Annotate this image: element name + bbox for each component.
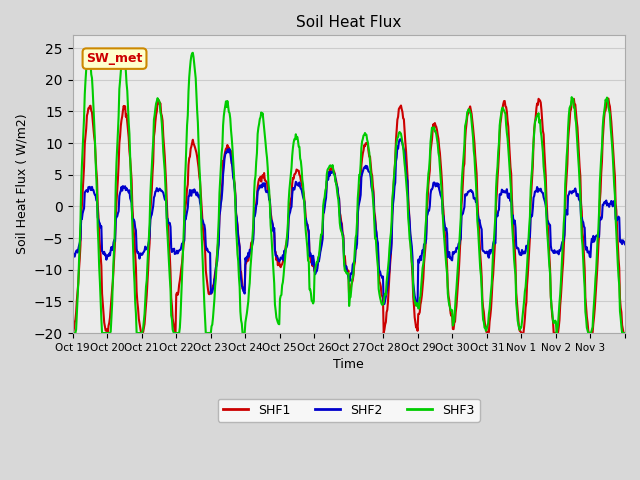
X-axis label: Time: Time [333, 358, 364, 372]
SHF3 [120, 49, 127, 55]
SHF1 [134, 299, 141, 305]
SHF1 [438, 169, 445, 175]
SHF1 [68, 329, 76, 335]
SHF2 [396, 136, 404, 142]
Text: SW_met: SW_met [86, 52, 143, 65]
SHF2 [438, 197, 446, 203]
SHF3 [236, 284, 243, 290]
SHF3 [263, 155, 271, 161]
SHF2 [235, 239, 243, 245]
SHF2 [134, 250, 141, 255]
Line: SHF3: SHF3 [72, 52, 625, 333]
SHF1 [138, 330, 145, 336]
SHF3 [438, 185, 445, 191]
SHF1 [263, 180, 271, 185]
SHF3 [68, 330, 76, 336]
SHF3 [621, 330, 629, 336]
SHF3 [134, 330, 142, 336]
SHF2 [262, 189, 270, 195]
SHF1 [605, 96, 612, 101]
Title: Soil Heat Flux: Soil Heat Flux [296, 15, 401, 30]
SHF1 [236, 245, 243, 251]
SHF2 [413, 303, 421, 309]
SHF1 [406, 235, 414, 241]
SHF3 [406, 241, 414, 247]
Line: SHF2: SHF2 [72, 139, 625, 306]
SHF2 [621, 241, 629, 247]
SHF1 [621, 330, 629, 336]
Y-axis label: Soil Heat Flux ( W/m2): Soil Heat Flux ( W/m2) [15, 114, 28, 254]
SHF2 [68, 255, 76, 261]
SHF1 [284, 230, 292, 236]
SHF3 [284, 221, 292, 227]
SHF2 [406, 231, 414, 237]
Legend: SHF1, SHF2, SHF3: SHF1, SHF2, SHF3 [218, 399, 480, 422]
Line: SHF1: SHF1 [72, 98, 625, 333]
SHF2 [284, 242, 291, 248]
